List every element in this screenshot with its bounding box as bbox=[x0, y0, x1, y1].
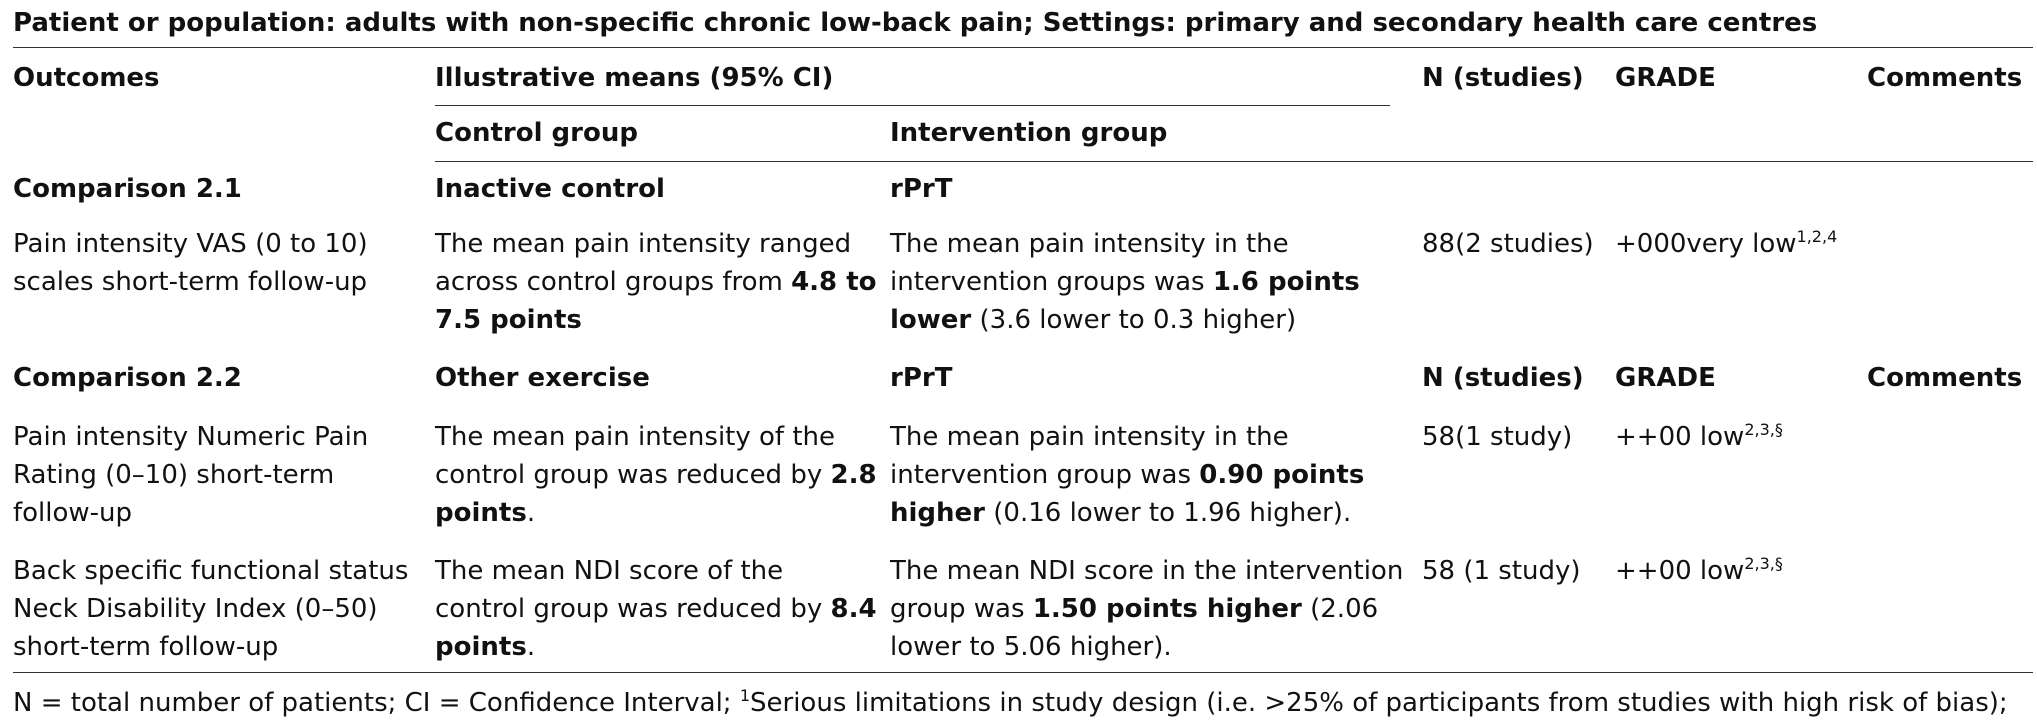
control-cell: The mean NDI score of the control group … bbox=[435, 552, 880, 666]
outcome: Pain intensity VAS (0 to 10) scales shor… bbox=[13, 229, 368, 297]
text-run: The mean pain intensity ranged across co… bbox=[435, 229, 852, 297]
text-run: The mean NDI score of the control group … bbox=[435, 556, 831, 624]
section-grade: GRADE bbox=[1615, 363, 1716, 393]
text-run: N = total number of patients; CI = Confi… bbox=[13, 688, 740, 718]
section-title: Comparison 2.1 bbox=[13, 174, 242, 204]
text-run: 1 bbox=[739, 686, 751, 705]
n-cell: 58(1 study) bbox=[1422, 422, 1573, 452]
rule bbox=[435, 105, 1390, 106]
text-run: ++00 low bbox=[1615, 422, 1745, 452]
rule bbox=[13, 672, 2033, 673]
text-run: (3.6 lower to 0.3 higher) bbox=[971, 305, 1297, 335]
caption: Patient or population: adults with non-s… bbox=[13, 8, 1818, 38]
section-control: Inactive control bbox=[435, 174, 665, 204]
header-n: N (studies) bbox=[1422, 63, 1584, 93]
section-comments: Comments bbox=[1867, 363, 2023, 393]
text-run: . bbox=[526, 498, 536, 528]
intervention-cell: The mean NDI score in the intervention g… bbox=[890, 552, 1415, 666]
header-grade: GRADE bbox=[1615, 63, 1716, 93]
section-n: N (studies) bbox=[1422, 363, 1584, 393]
text-run: 4.8 to 7.5 points bbox=[435, 267, 877, 335]
outcome: Pain intensity Numeric Pain Rating (0–10… bbox=[13, 422, 369, 528]
control-cell: The mean pain intensity ranged across co… bbox=[435, 225, 880, 339]
section-intervention: rPrT bbox=[890, 174, 953, 204]
text-run: (2.06 lower to 5.06 higher). bbox=[890, 594, 1379, 662]
footnote: N = total number of patients; CI = Confi… bbox=[13, 684, 2033, 726]
header-control: Control group bbox=[435, 118, 638, 148]
header-comments: Comments bbox=[1867, 63, 2023, 93]
text-run: Serious limitations in study design (i.e… bbox=[750, 688, 2008, 718]
intervention-cell: The mean pain intensity in the intervent… bbox=[890, 418, 1415, 532]
n-cell: 58 (1 study) bbox=[1422, 556, 1581, 586]
section-control: Other exercise bbox=[435, 363, 650, 393]
text-run: 2,3,§ bbox=[1744, 554, 1783, 573]
text-run: 2,3,§ bbox=[1744, 420, 1783, 439]
text-run: 8.4 points bbox=[435, 594, 877, 662]
text-run: 2.8 points bbox=[435, 460, 877, 528]
control-cell: The mean pain intensity of the control g… bbox=[435, 418, 880, 532]
section-title: Comparison 2.2 bbox=[13, 363, 242, 393]
grade-cell: ++00 low2,3,§ bbox=[1615, 552, 1865, 590]
rule bbox=[13, 47, 2033, 48]
text-run: The mean NDI score in the intervention g… bbox=[890, 556, 1404, 624]
text-run: 1,2,4 bbox=[1796, 227, 1838, 246]
text-run: The mean pain intensity in the intervent… bbox=[890, 229, 1289, 297]
n-cell: 88(2 studies) bbox=[1422, 229, 1594, 259]
text-run: 1.50 points higher bbox=[1032, 594, 1302, 624]
grade-cell: ++00 low2,3,§ bbox=[1615, 418, 1865, 456]
text-run: 0.90 points higher bbox=[890, 460, 1365, 528]
intervention-cell: The mean pain intensity in the intervent… bbox=[890, 225, 1415, 339]
header-means: Illustrative means (95% CI) bbox=[435, 63, 834, 93]
text-run: 1.6 points lower bbox=[890, 267, 1360, 335]
rule bbox=[435, 161, 2033, 162]
text-run: (0.16 lower to 1.96 higher). bbox=[985, 498, 1352, 528]
text-run: +000very low bbox=[1615, 229, 1797, 259]
text-run: . bbox=[526, 632, 536, 662]
text-run: The mean pain intensity of the control g… bbox=[435, 422, 836, 490]
header-outcomes: Outcomes bbox=[13, 63, 160, 93]
text-run: The mean pain intensity in the intervent… bbox=[890, 422, 1289, 490]
text-run: ++00 low bbox=[1615, 556, 1745, 586]
outcome: Back specific functional status Neck Dis… bbox=[13, 556, 409, 662]
section-intervention: rPrT bbox=[890, 363, 953, 393]
grade-cell: +000very low1,2,4 bbox=[1615, 225, 1865, 263]
header-intervention: Intervention group bbox=[890, 118, 1168, 148]
